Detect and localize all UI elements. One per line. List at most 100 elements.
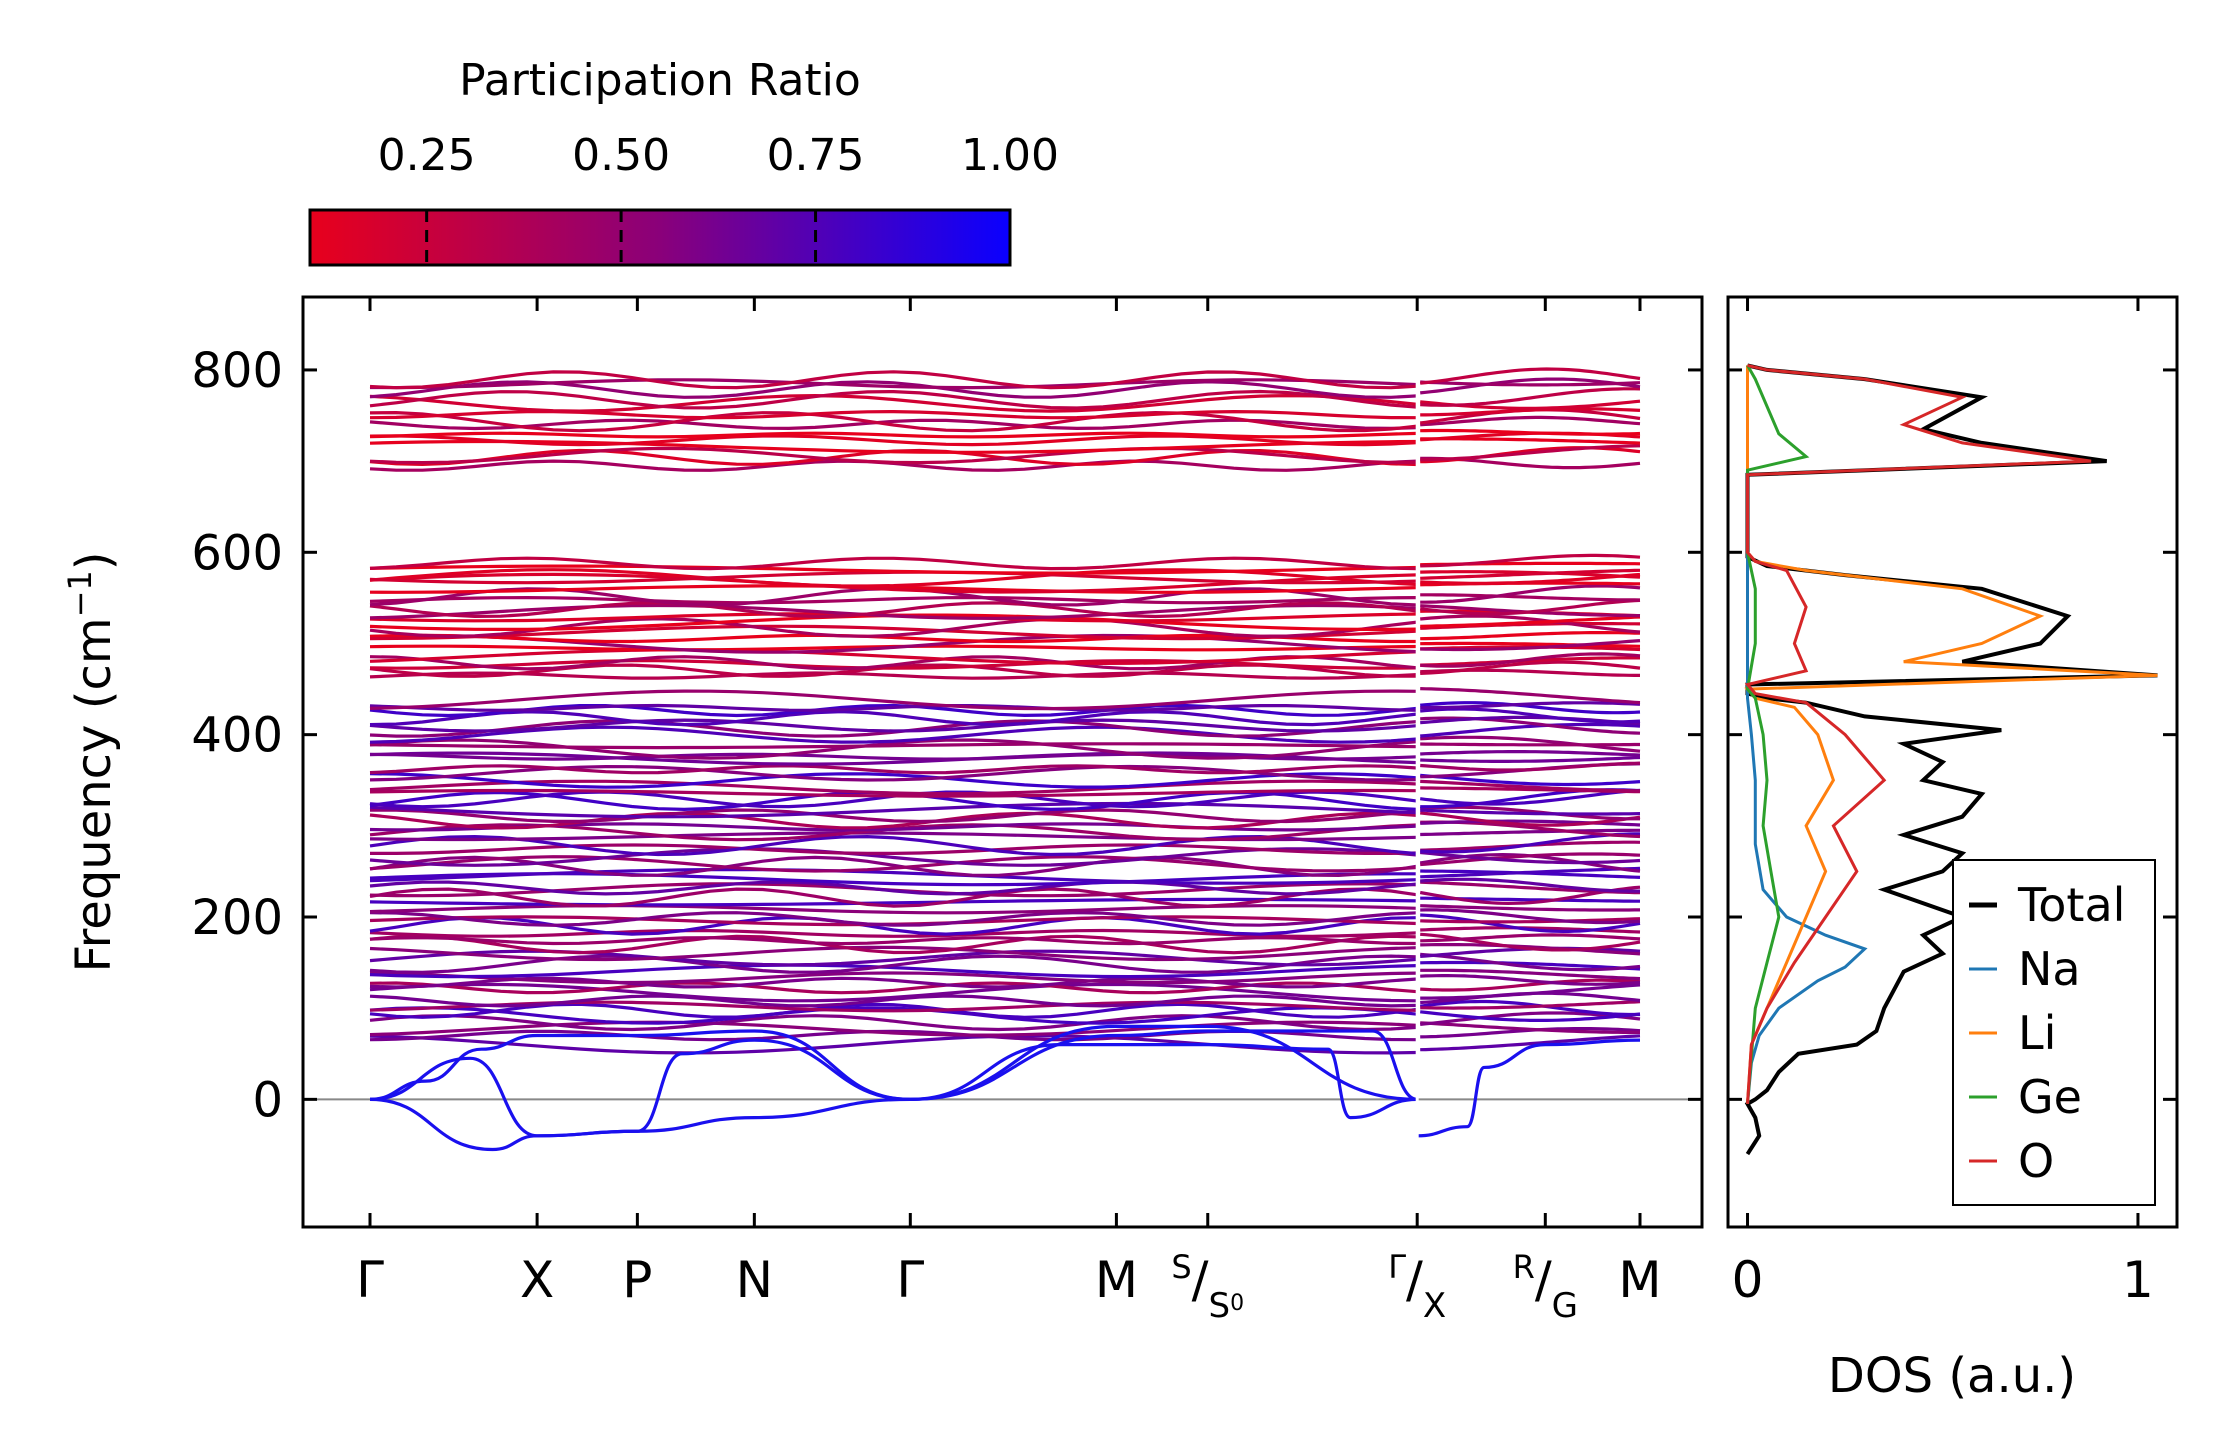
low-optical-band: [1420, 852, 1641, 867]
legend-label: Total: [2017, 878, 2125, 932]
legend-label: Na: [2018, 942, 2081, 996]
low-optical-band: [369, 788, 1418, 798]
low-optical-band: [369, 868, 1418, 885]
dos-legend: Total Na Li Ge O: [1952, 859, 2156, 1206]
low-optical-band: [369, 963, 1418, 979]
low-optical-band: [1420, 1010, 1641, 1022]
low-optical-band: [369, 904, 1418, 915]
high-optical-band: [1420, 367, 1641, 385]
low-optical-band: [1420, 974, 1641, 986]
mid-optical-band: [369, 601, 1418, 619]
y-tick-label: 0: [252, 1072, 283, 1128]
band-lines: [303, 297, 1702, 1225]
low-optical-band: [369, 703, 1418, 712]
y-tick-label: 200: [191, 890, 283, 946]
low-optical-band: [1419, 999, 1640, 1017]
low-optical-band: [369, 1034, 1418, 1055]
colorbar-tick-label: 0.75: [767, 130, 865, 181]
low-optical-band: [1420, 968, 1641, 981]
low-optical-band: [1420, 1034, 1641, 1052]
y-tick-label: 800: [191, 343, 283, 399]
low-optical-band: [1420, 687, 1641, 705]
colorbar-tick-label: 1.00: [961, 130, 1059, 181]
low-optical-band: [1420, 755, 1641, 763]
mid-optical-band: [1420, 553, 1641, 568]
k-label: X: [520, 1251, 554, 1309]
k-label-a: Γ: [1388, 1248, 1406, 1286]
high-optical-band: [369, 370, 1418, 390]
high-optical-band: [1420, 407, 1641, 417]
high-optical-band: [1420, 377, 1641, 395]
low-optical-band: [1420, 811, 1641, 827]
mid-optical-band: [1420, 572, 1641, 585]
high-optical-band: [1420, 387, 1641, 407]
low-optical-band: [369, 1006, 1418, 1025]
k-label-a: S: [1171, 1248, 1191, 1286]
low-optical-band: [1420, 908, 1641, 925]
mid-optical-band: [1420, 584, 1641, 604]
low-optical-band: [369, 982, 1418, 1003]
dos-lines: [1744, 363, 2158, 1156]
low-optical-band: [1420, 761, 1641, 772]
high-optical-band: [369, 378, 1418, 390]
low-optical-band: [1420, 866, 1641, 879]
low-optical-band: [369, 897, 1418, 907]
y-label-close: ): [66, 551, 122, 570]
colorbar-tick-label: 0.50: [572, 130, 670, 181]
high-optical-band: [1420, 428, 1641, 436]
mid-optical-band: [1420, 631, 1641, 641]
mid-optical-band: [369, 671, 1418, 680]
mid-optical-band: [369, 556, 1418, 571]
y-tick-label: 600: [191, 525, 283, 581]
low-optical-band: [369, 811, 1418, 830]
low-optical-band: [369, 976, 1418, 989]
acoustic-branch-xr: [1417, 1038, 1641, 1138]
colorbar: Participation Ratio 0.25 0.50 0.75 1.00: [308, 55, 1059, 267]
dos-series-ge: [1745, 364, 1810, 1105]
low-optical-band: [369, 834, 1418, 857]
dos-x-tick-label: 0: [1732, 1251, 1764, 1309]
low-optical-band: [1420, 913, 1641, 933]
low-optical-band: [369, 954, 1418, 974]
acoustic-branch-ta2: [369, 1038, 1418, 1138]
low-optical-band: [1420, 952, 1641, 972]
k-label: N: [736, 1251, 773, 1309]
low-optical-band: [369, 764, 1418, 775]
low-optical-band: [1420, 978, 1641, 992]
low-optical-band: [1420, 828, 1640, 837]
low-optical-band: [369, 887, 1418, 908]
mid-optical-band: [1420, 615, 1641, 628]
low-optical-band: [369, 742, 1418, 750]
acoustic-branch-ta1: [369, 1029, 1418, 1152]
mid-optical-band: [369, 659, 1418, 670]
k-label-slash: /: [1406, 1251, 1423, 1309]
y-label-sup: −1: [61, 570, 99, 617]
high-optical-band: [369, 409, 1418, 420]
high-optical-band: [369, 410, 1418, 433]
k-label: M: [1095, 1251, 1138, 1309]
low-optical-band: [1420, 917, 1641, 924]
low-optical-band: [369, 910, 1418, 927]
band-x-axis: Γ X P N Γ M S/S0Γ/XR/G M: [356, 297, 1662, 1326]
k-label: M: [1618, 1251, 1661, 1309]
k-label: Γ: [356, 1251, 384, 1309]
colorbar-title: Participation Ratio: [459, 55, 861, 106]
low-optical-band: [369, 945, 1418, 962]
k-label-slash: /: [1535, 1251, 1552, 1309]
k-label-split: Γ/X: [1388, 1248, 1446, 1326]
dos-series-na: [1746, 365, 1868, 1105]
low-optical-band: [369, 1014, 1418, 1032]
mid-optical-band: [1419, 598, 1641, 616]
low-optical-band: [369, 936, 1418, 946]
low-optical-band: [1420, 735, 1641, 753]
low-optical-band: [1420, 701, 1641, 715]
k-label-split: S/S0: [1171, 1248, 1244, 1326]
low-optical-band: [369, 772, 1418, 789]
low-optical-band: [1420, 983, 1641, 1000]
low-optical-band: [369, 779, 1418, 796]
low-optical-band: [1420, 716, 1641, 735]
k-label-a: R: [1513, 1248, 1535, 1286]
high-optical-band: [369, 446, 1418, 465]
